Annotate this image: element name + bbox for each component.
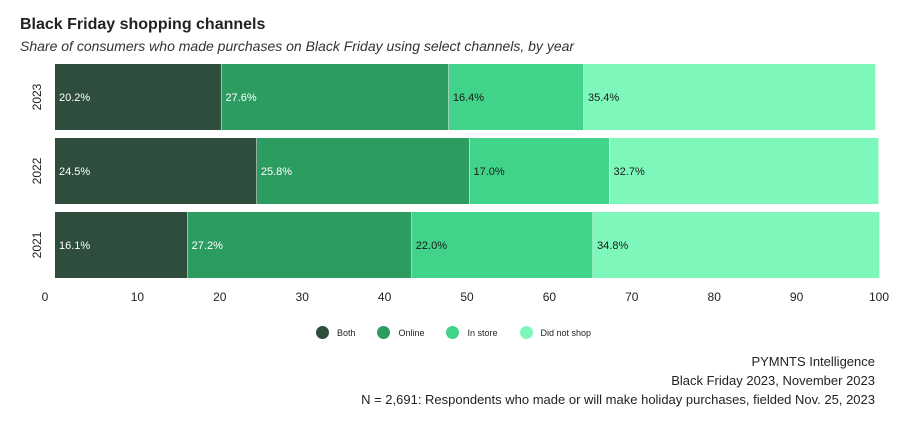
bar-2023-did-not-shop	[584, 64, 876, 130]
legend-swatch	[377, 326, 391, 339]
x-axis-tick-label: 100	[869, 290, 889, 304]
bar-2022-in-store	[469, 138, 610, 204]
bar-2021-online	[187, 212, 412, 278]
x-axis-tick-label: 60	[543, 290, 557, 304]
legend-item: Online	[377, 326, 424, 339]
data-label: 35.4%	[588, 92, 619, 104]
data-label: 16.1%	[59, 240, 90, 252]
x-axis-tick-label: 10	[131, 290, 145, 304]
x-axis-tick-label: 20	[213, 290, 227, 304]
legend-swatch	[315, 326, 329, 339]
legend-label: In store	[467, 327, 498, 338]
legend-item: In store	[446, 326, 498, 339]
data-label: 16.4%	[453, 92, 484, 104]
x-axis-tick-label: 30	[296, 290, 310, 304]
x-axis-tick-label: 40	[378, 290, 392, 304]
x-axis-tick-label: 90	[790, 290, 804, 304]
y-axis-tick-label: 2022	[30, 157, 44, 184]
bar-2021-both	[55, 212, 188, 278]
bar-2021-did-not-shop	[593, 212, 880, 278]
chart-subtitle: Share of consumers who made purchases on…	[20, 38, 575, 54]
stacked-bar-chart: 20.2% 27.6% 16.4% 35.4% 2023 24.5% 25.8% 17.0% 3…	[30, 64, 889, 304]
legend-item: Did not shop	[519, 326, 592, 339]
bar-2022-did-not-shop	[609, 138, 879, 204]
legend-label: Both	[336, 327, 356, 338]
bar-2022-online	[256, 138, 469, 204]
data-label: 27.6%	[225, 92, 256, 104]
data-label: 17.0%	[473, 166, 504, 178]
legend-label: Did not shop	[540, 327, 592, 338]
bar-2022-both	[55, 138, 257, 204]
x-axis-tick-label: 50	[460, 290, 474, 304]
data-label: 34.8%	[597, 240, 628, 252]
bar-2021-in-store	[411, 212, 593, 278]
data-label: 20.2%	[59, 92, 90, 104]
chart-legend: Both Online In store Did not shop	[0, 326, 907, 339]
bar-2023-both	[55, 64, 221, 130]
x-axis-tick-label: 80	[708, 290, 722, 304]
legend-swatch	[519, 326, 533, 339]
data-label: 24.5%	[59, 166, 90, 178]
footer-report: Black Friday 2023, November 2023	[671, 373, 875, 388]
data-label: 32.7%	[614, 166, 645, 178]
data-label: 27.2%	[192, 240, 223, 252]
x-axis-tick-label: 0	[42, 290, 49, 304]
chart-title: Black Friday shopping channels	[20, 16, 266, 33]
legend-item: Both	[315, 326, 356, 339]
legend-label: Online	[398, 327, 425, 338]
y-axis-tick-label: 2021	[30, 231, 44, 258]
x-axis-tick-label: 70	[625, 290, 639, 304]
bar-2023-in-store	[448, 64, 584, 130]
footer-source: PYMNTS Intelligence	[751, 354, 875, 369]
data-label: 22.0%	[416, 240, 447, 252]
legend-swatch	[446, 326, 460, 339]
footer-note: N = 2,691: Respondents who made or will …	[361, 392, 875, 407]
y-axis-tick-label: 2023	[30, 83, 44, 110]
bar-2023-online	[221, 64, 449, 130]
data-label: 25.8%	[261, 166, 292, 178]
